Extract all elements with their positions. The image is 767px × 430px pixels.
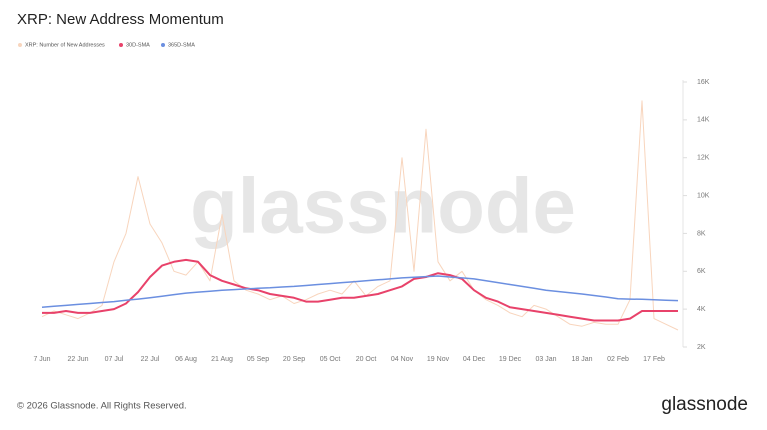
y-tick-label: 2K	[697, 344, 706, 351]
y-tick-label: 6K	[697, 268, 706, 275]
x-tick-label: 03 Jan	[535, 356, 556, 363]
x-tick-label: 22 Jul	[141, 356, 160, 363]
y-tick-label: 14K	[697, 117, 710, 124]
x-tick-label: 7 Jun	[33, 356, 50, 363]
x-tick-label: 02 Feb	[607, 356, 629, 363]
legend-label: XRP: Number of New Addresses	[25, 42, 105, 48]
y-tick-label: 4K	[697, 306, 706, 313]
x-tick-label: 21 Aug	[211, 356, 233, 363]
legend-marker	[18, 43, 22, 47]
y-tick-label: 8K	[697, 230, 706, 237]
x-tick-label: 19 Dec	[499, 356, 522, 363]
x-tick-label: 06 Aug	[175, 356, 197, 363]
series-line	[41, 100, 679, 331]
x-tick-label: 05 Oct	[320, 356, 341, 363]
y-tick-label: 16K	[697, 79, 710, 86]
logo: glassnode	[661, 394, 748, 415]
series-line	[42, 258, 678, 322]
x-tick-label: 07 Jul	[105, 356, 124, 363]
chart-title: XRP: New Address Momentum	[17, 11, 224, 28]
x-tick-label: 19 Nov	[427, 356, 450, 363]
x-tick-label: 04 Dec	[463, 356, 486, 363]
x-tick-label: 18 Jan	[571, 356, 592, 363]
watermark: glassnode	[190, 162, 576, 250]
series-line	[41, 275, 679, 309]
x-tick-label: 17 Feb	[643, 356, 665, 363]
x-tick-label: 04 Nov	[391, 356, 414, 363]
legend-label: 365D-SMA	[168, 42, 195, 48]
legend-label: 30D-SMA	[126, 42, 150, 48]
legend-marker	[119, 43, 123, 47]
x-tick-label: 05 Sep	[247, 356, 269, 363]
y-tick-label: 10K	[697, 192, 710, 199]
x-tick-label: 20 Sep	[283, 356, 305, 363]
y-tick-label: 12K	[697, 155, 710, 162]
x-tick-label: 20 Oct	[356, 356, 377, 363]
x-tick-label: 22 Jun	[67, 356, 88, 363]
copyright: © 2026 Glassnode. All Rights Reserved.	[17, 401, 187, 412]
legend-marker	[161, 43, 165, 47]
